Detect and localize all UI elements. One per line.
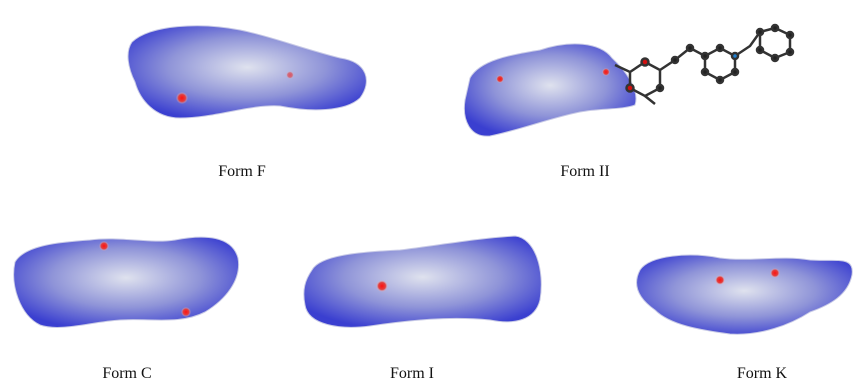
panel-label: Form K bbox=[737, 365, 788, 382]
surface-form-i bbox=[304, 236, 541, 327]
panel-label: Form II bbox=[560, 163, 609, 180]
surface-form-f bbox=[128, 26, 366, 118]
surface-form-k bbox=[636, 255, 852, 334]
ball-and-stick-molecule bbox=[615, 25, 793, 104]
surface-form-ii bbox=[464, 44, 636, 136]
panel-label: Form I bbox=[390, 365, 434, 382]
figure: Form F Form II Form C Form I Form K bbox=[0, 0, 859, 383]
panel-label: Form F bbox=[218, 163, 266, 180]
panel-label: Form C bbox=[102, 365, 151, 382]
surface-form-c bbox=[14, 237, 239, 327]
